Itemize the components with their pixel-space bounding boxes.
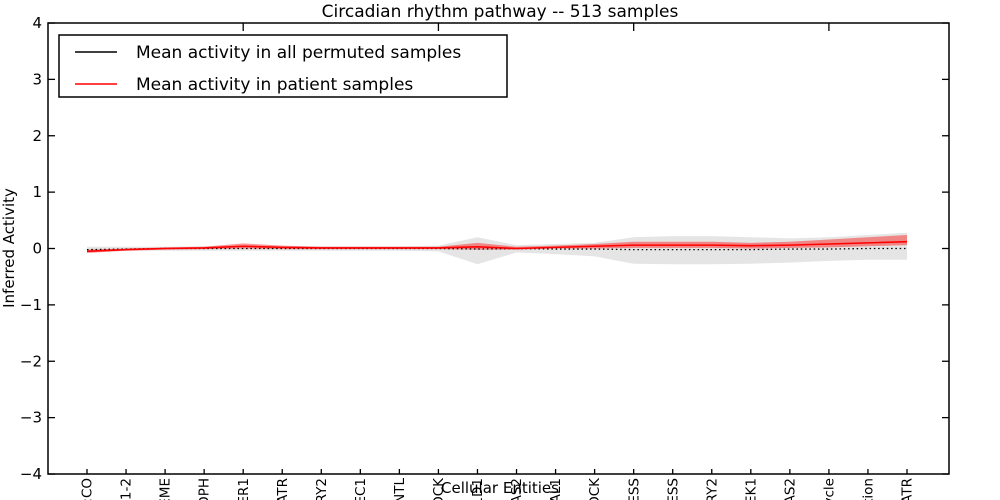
y-tick-label: −2 (20, 352, 42, 370)
x-tick-label: NPAS2 (509, 478, 525, 500)
y-tick-label: 3 (32, 70, 42, 88)
x-tick-label: BMAL/CLOCK/NPAS2 (782, 478, 798, 500)
band-permuted-samples-range (87, 232, 907, 265)
x-tick-label: mol:CO (80, 478, 96, 500)
y-tick-label: 1 (32, 183, 42, 201)
x-tick-label: TIMELESS/CHEK1/ATR (900, 478, 916, 500)
x-tick-label: mol:NADPH (197, 478, 213, 500)
legend: Mean activity in all permuted samples Me… (58, 34, 508, 98)
band-patient-samples-range (87, 234, 907, 254)
y-axis-label: Inferred Activity (0, 188, 18, 308)
x-tick-label: ARNTL (392, 478, 408, 500)
x-tick-label: TIMELESS (626, 478, 642, 500)
y-tick-label: −1 (20, 296, 42, 314)
y-tick-label: −3 (20, 409, 42, 427)
x-tick-label: mol:HEME (158, 478, 174, 500)
x-axis-label: Cellular Entities (441, 479, 559, 497)
series-lines (86, 240, 908, 253)
x-tick-label: CRY2 (314, 478, 330, 500)
x-tick-label: DEC1/BMAL1 (548, 478, 564, 500)
y-tick-labels: 4 3 2 1 0 −1 −2 −3 −4 (20, 14, 42, 483)
x-tick-label: NR1D1 (470, 478, 486, 500)
y-tick-label: −4 (20, 465, 42, 483)
x-tick-label: S phase of mitotic cell cycle (821, 478, 837, 500)
legend-label-permuted-samples: Mean activity in all permuted samples (136, 43, 461, 63)
x-tick-label: BMAL1/CLOCK (587, 477, 603, 500)
legend-box (58, 34, 508, 98)
axis-ticks (48, 22, 949, 475)
x-tick-label: ATR (275, 478, 291, 500)
x-tick-label: PER1-2 / CRY1-2 (119, 478, 135, 500)
confidence-bands (87, 232, 907, 265)
x-tick-label: DEC1 (353, 478, 369, 500)
legend-label-patient-samples: Mean activity in patient samples (136, 75, 413, 95)
y-tick-label: 4 (32, 14, 42, 32)
chart-title: Circadian rhythm pathway -- 513 samples (322, 2, 679, 22)
y-tick-label: 2 (32, 127, 42, 145)
x-tick-labels: mol:CO PER1-2 / CRY1-2 mol:HEME mol:NADPH PE… (80, 477, 916, 500)
x-tick-label: CLOCK (431, 477, 447, 500)
x-tick-label: PER1 (236, 478, 252, 500)
x-tick-label: CHEK1 (743, 478, 759, 500)
x-tick-label: chromatin modification (861, 478, 877, 500)
y-tick-label: 0 (32, 240, 42, 258)
line-mean-patient (86, 240, 908, 253)
x-tick-label: TIMELESS/CRY2 (704, 478, 720, 500)
x-tick-label: PER1/TIMELESS (665, 478, 681, 500)
